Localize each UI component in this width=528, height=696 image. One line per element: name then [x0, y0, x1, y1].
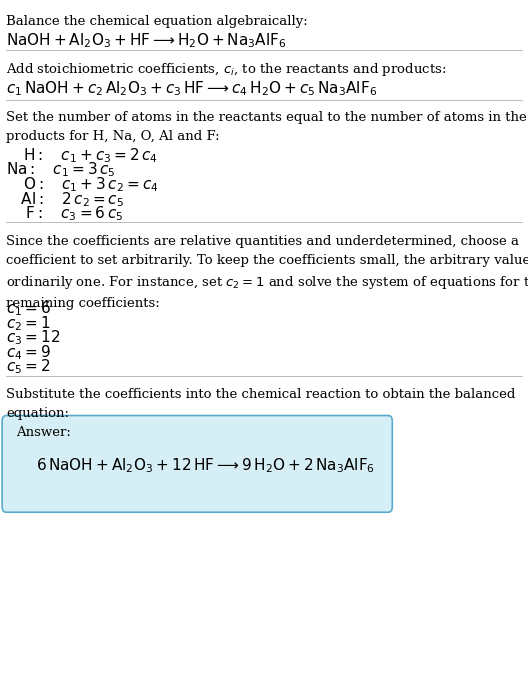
Text: $\quad\,\,\mathregular{F:}\quad c_3 = 6\,c_5$: $\quad\,\,\mathregular{F:}\quad c_3 = 6\… [6, 205, 124, 223]
Text: Since the coefficients are relative quantities and underdetermined, choose a
coe: Since the coefficients are relative quan… [6, 235, 528, 310]
Text: Balance the chemical equation algebraically:: Balance the chemical equation algebraica… [6, 15, 308, 29]
Text: $\mathregular{NaOH + Al_2O_3 + HF} \longrightarrow \mathregular{H_2O + Na_3AlF_6: $\mathregular{NaOH + Al_2O_3 + HF} \long… [6, 31, 287, 50]
Text: $\mathregular{Na:}\quad c_1 = 3\,c_5$: $\mathregular{Na:}\quad c_1 = 3\,c_5$ [6, 161, 116, 180]
Text: $c_3 = 12$: $c_3 = 12$ [6, 329, 61, 347]
FancyBboxPatch shape [2, 416, 392, 512]
Text: $\quad\,\mathregular{H:}\quad c_1 + c_3 = 2\,c_4$: $\quad\,\mathregular{H:}\quad c_1 + c_3 … [6, 146, 158, 165]
Text: $c_1\,\mathregular{NaOH} + c_2\,\mathregular{Al_2O_3} + c_3\,\mathregular{HF} \l: $c_1\,\mathregular{NaOH} + c_2\,\mathreg… [6, 79, 378, 98]
Text: $c_1 = 6$: $c_1 = 6$ [6, 299, 51, 318]
Text: $6\,\mathregular{NaOH + Al_2O_3 + 12\,HF} \longrightarrow 9\,\mathregular{H_2O} : $6\,\mathregular{NaOH + Al_2O_3 + 12\,HF… [36, 457, 375, 475]
Text: Set the number of atoms in the reactants equal to the number of atoms in the
pro: Set the number of atoms in the reactants… [6, 111, 527, 143]
Text: $c_4 = 9$: $c_4 = 9$ [6, 343, 51, 362]
Text: $c_5 = 2$: $c_5 = 2$ [6, 358, 51, 377]
Text: Substitute the coefficients into the chemical reaction to obtain the balanced
eq: Substitute the coefficients into the che… [6, 388, 516, 420]
Text: $\quad\mathregular{Al:}\quad 2\,c_2 = c_5$: $\quad\mathregular{Al:}\quad 2\,c_2 = c_… [6, 190, 125, 209]
Text: Answer:: Answer: [16, 426, 71, 439]
Text: $c_2 = 1$: $c_2 = 1$ [6, 314, 51, 333]
Text: $\quad\,\mathregular{O:}\quad c_1 + 3\,c_2 = c_4$: $\quad\,\mathregular{O:}\quad c_1 + 3\,c… [6, 175, 159, 194]
Text: Add stoichiometric coefficients, $c_i$, to the reactants and products:: Add stoichiometric coefficients, $c_i$, … [6, 61, 447, 78]
